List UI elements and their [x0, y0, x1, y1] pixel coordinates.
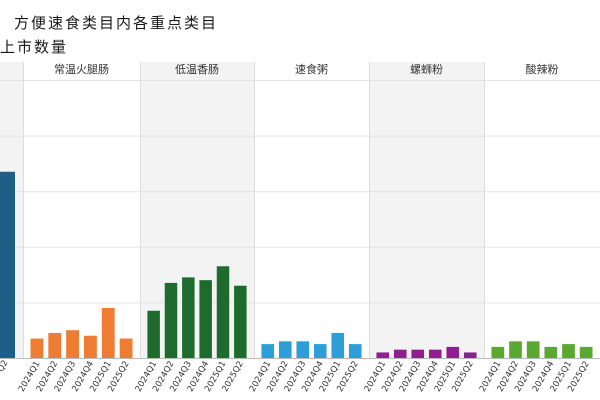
bar — [331, 332, 345, 358]
panel-background — [369, 62, 484, 358]
bar — [393, 349, 407, 358]
bar — [526, 341, 540, 358]
bar — [348, 344, 362, 358]
bar — [428, 349, 442, 358]
bar — [30, 338, 44, 358]
bar — [463, 352, 477, 358]
bar — [66, 330, 80, 358]
panel-title: 酸辣粉 — [526, 62, 559, 76]
chart-title: 方便速食类目内各重点类目 上市数量 — [0, 12, 600, 60]
bar — [579, 346, 593, 358]
bar — [562, 344, 575, 358]
x-tick-label: Q2 — [0, 359, 11, 374]
panel-background — [254, 62, 369, 358]
bar — [509, 341, 522, 358]
bar — [296, 341, 310, 358]
panel-title: 低温香肠 — [175, 63, 219, 76]
bar — [147, 310, 160, 358]
panel-background — [484, 62, 600, 358]
chart-title-line2: 上市数量 — [0, 38, 69, 56]
panel-title: 常温火腿肠 — [54, 63, 109, 76]
bar — [411, 349, 425, 358]
bar — [48, 332, 62, 358]
panel-title: 速食粥 — [295, 62, 328, 76]
chart-title-line1: 方便速食类目内各重点类目 — [14, 14, 219, 32]
bar — [0, 171, 15, 358]
bar — [101, 307, 115, 358]
panel-title: 螺蛳粉 — [410, 63, 443, 76]
bar — [182, 277, 195, 358]
bar — [234, 285, 247, 358]
bar — [278, 341, 292, 358]
bar — [119, 338, 133, 358]
panel-background — [23, 62, 140, 358]
bar — [216, 266, 230, 358]
bar — [199, 280, 212, 358]
bar — [544, 346, 558, 358]
bar — [313, 344, 327, 358]
bar — [261, 344, 275, 358]
bar — [83, 335, 97, 358]
bar — [376, 352, 390, 358]
bar — [446, 346, 460, 358]
bar — [164, 282, 178, 358]
bar — [491, 346, 505, 358]
